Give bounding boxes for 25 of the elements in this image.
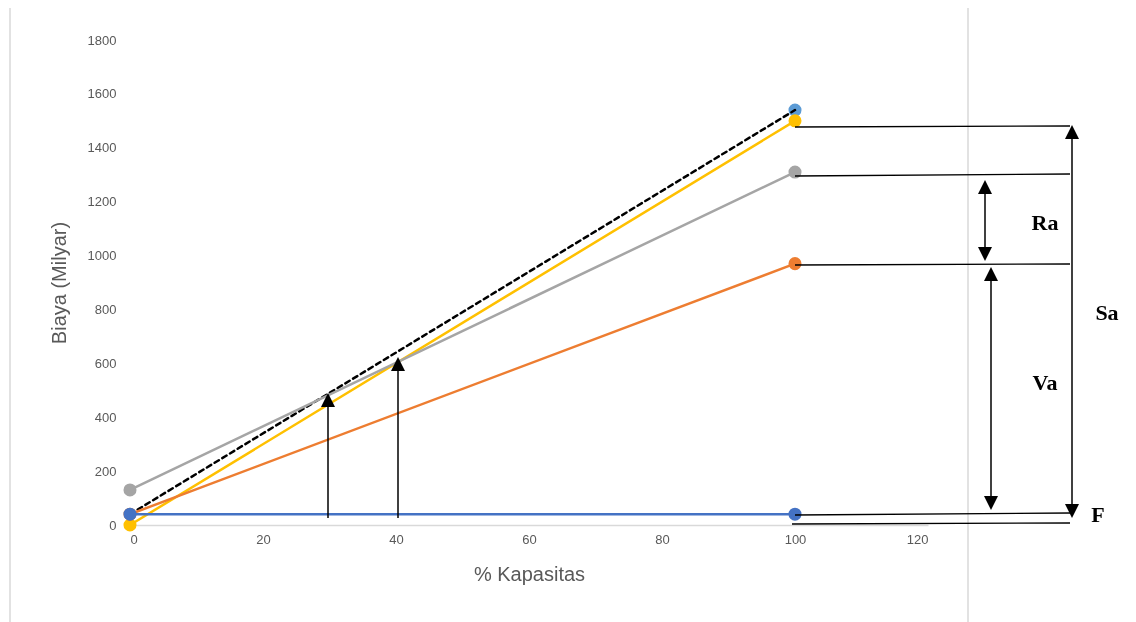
y-tick-label: 1400 bbox=[87, 140, 117, 156]
annotation: F bbox=[1091, 502, 1105, 528]
text: Ra bbox=[1031, 210, 1059, 235]
text: Sa bbox=[1095, 300, 1119, 325]
x-tick-label: 60 bbox=[522, 531, 537, 547]
y-tick-label: 400 bbox=[94, 409, 117, 425]
y-tick-label: 1200 bbox=[87, 194, 117, 210]
y-tick-label: 1000 bbox=[87, 248, 117, 264]
x-tick-label: 80 bbox=[655, 531, 670, 547]
text: Va bbox=[1032, 370, 1058, 395]
y-tick-label: 800 bbox=[94, 301, 117, 317]
x-tick-label: 40 bbox=[389, 531, 404, 547]
y-tick-label: 0 bbox=[109, 517, 117, 533]
x-tick-label: 0 bbox=[130, 531, 138, 547]
x-tick-label: 100 bbox=[784, 531, 807, 547]
y-tick-label: 200 bbox=[94, 463, 117, 479]
x-tick-label: 20 bbox=[256, 531, 271, 547]
y-tick-label: 600 bbox=[94, 355, 117, 371]
point bbox=[788, 114, 802, 128]
y-tick-label: 1800 bbox=[87, 32, 117, 48]
y-tick-label: 1600 bbox=[87, 86, 117, 102]
x-axis-title: % Kapasitas bbox=[473, 562, 586, 585]
point bbox=[123, 483, 137, 497]
x-tick-label: 120 bbox=[906, 531, 929, 547]
y-axis-title: Biaya (Milyar) bbox=[47, 221, 70, 345]
